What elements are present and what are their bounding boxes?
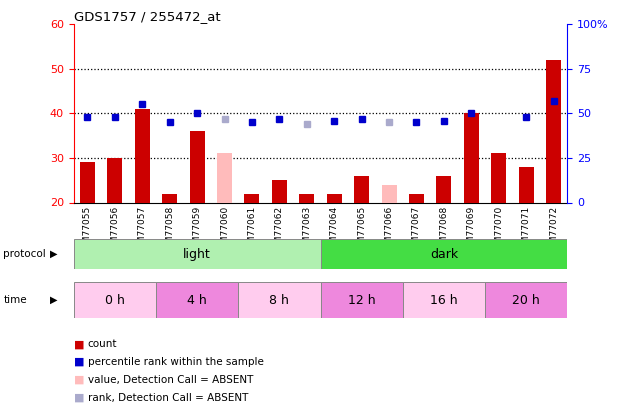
Text: GSM77064: GSM77064 [329,206,338,255]
Text: GSM77058: GSM77058 [165,206,174,255]
Text: GSM77069: GSM77069 [467,206,476,255]
Text: GSM77063: GSM77063 [303,206,312,255]
Bar [272,180,287,202]
Bar [437,176,451,202]
Text: ▶: ▶ [50,249,58,259]
Bar [320,282,403,318]
Text: 16 h: 16 h [430,294,458,307]
Text: GSM77065: GSM77065 [357,206,366,255]
Bar [74,239,320,269]
Bar [320,239,567,269]
Text: count: count [88,339,117,349]
Text: GSM77059: GSM77059 [192,206,202,255]
Bar [162,194,177,202]
Text: GSM77071: GSM77071 [522,206,531,255]
Text: percentile rank within the sample: percentile rank within the sample [88,357,263,367]
Text: ■: ■ [74,375,84,385]
Text: dark: dark [430,247,458,261]
Text: GSM77061: GSM77061 [247,206,256,255]
Bar [190,131,204,202]
Bar [107,158,122,202]
Text: GSM77062: GSM77062 [275,206,284,255]
Bar [217,153,232,202]
Text: 8 h: 8 h [269,294,289,307]
Text: 0 h: 0 h [105,294,125,307]
Text: GSM77057: GSM77057 [138,206,147,255]
Text: light: light [183,247,211,261]
Bar [485,282,567,318]
Text: protocol: protocol [3,249,46,259]
Text: GSM77068: GSM77068 [439,206,449,255]
Text: ▶: ▶ [50,295,58,305]
Text: GSM77066: GSM77066 [385,206,394,255]
Text: value, Detection Call = ABSENT: value, Detection Call = ABSENT [88,375,253,385]
Text: 4 h: 4 h [187,294,207,307]
Text: ■: ■ [74,357,84,367]
Text: rank, Detection Call = ABSENT: rank, Detection Call = ABSENT [88,393,248,403]
Bar [327,194,342,202]
Text: ■: ■ [74,393,84,403]
Bar [299,194,314,202]
Text: GSM77067: GSM77067 [412,206,421,255]
Bar [135,109,150,202]
Text: 20 h: 20 h [512,294,540,307]
Bar [74,282,156,318]
Bar [546,60,561,202]
Text: GSM77072: GSM77072 [549,206,558,255]
Bar [464,113,479,202]
Bar [409,194,424,202]
Text: 12 h: 12 h [348,294,376,307]
Text: ■: ■ [74,339,84,349]
Bar [403,282,485,318]
Bar [238,282,320,318]
Text: GSM77070: GSM77070 [494,206,503,255]
Text: GSM77055: GSM77055 [83,206,92,255]
Text: GSM77056: GSM77056 [110,206,119,255]
Bar [491,153,506,202]
Bar [354,176,369,202]
Bar [244,194,260,202]
Bar [519,167,534,202]
Text: GDS1757 / 255472_at: GDS1757 / 255472_at [74,10,221,23]
Bar [381,185,397,202]
Bar [156,282,238,318]
Text: GSM77060: GSM77060 [220,206,229,255]
Bar [80,162,95,202]
Text: time: time [3,295,27,305]
